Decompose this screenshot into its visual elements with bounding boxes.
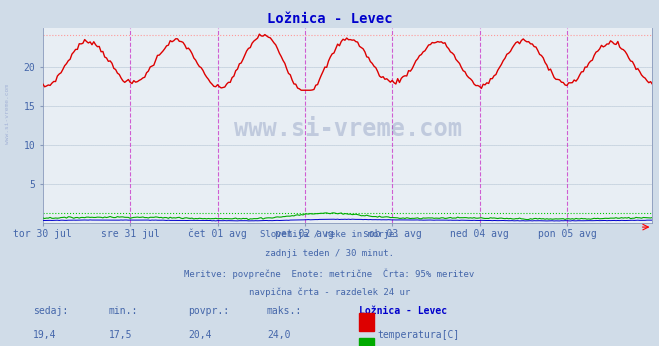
Text: 19,4: 19,4 [33,330,57,340]
Text: www.si-vreme.com: www.si-vreme.com [5,84,11,144]
Text: Meritve: povprečne  Enote: metrične  Črta: 95% meritev: Meritve: povprečne Enote: metrične Črta:… [185,268,474,279]
Text: 24,0: 24,0 [267,330,291,340]
Text: maks.:: maks.: [267,306,302,316]
Text: min.:: min.: [109,306,138,316]
Text: povpr.:: povpr.: [188,306,229,316]
Text: sedaj:: sedaj: [33,306,68,316]
Text: navpična črta - razdelek 24 ur: navpična črta - razdelek 24 ur [249,287,410,297]
Text: 20,4: 20,4 [188,330,212,340]
Text: Slovenija / reke in morje.: Slovenija / reke in morje. [260,230,399,239]
Text: www.si-vreme.com: www.si-vreme.com [234,117,461,141]
Text: 17,5: 17,5 [109,330,132,340]
Text: zadnji teden / 30 minut.: zadnji teden / 30 minut. [265,249,394,258]
Text: temperatura[C]: temperatura[C] [378,330,460,340]
Text: Ložnica - Levec: Ložnica - Levec [267,12,392,26]
Text: Ložnica - Levec: Ložnica - Levec [359,306,447,316]
